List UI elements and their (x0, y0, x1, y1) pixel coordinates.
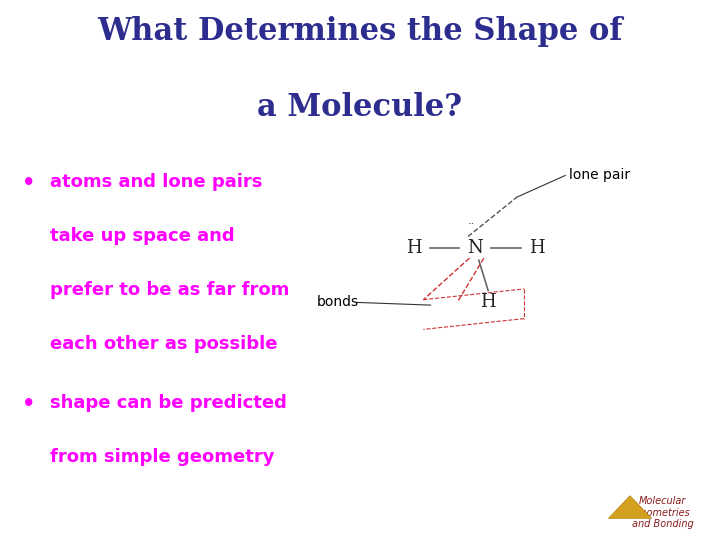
Text: H: H (480, 293, 496, 312)
Text: a Molecule?: a Molecule? (258, 92, 462, 123)
Text: atoms and lone pairs: atoms and lone pairs (50, 173, 263, 191)
Text: lone pair: lone pair (569, 168, 630, 183)
Text: each other as possible: each other as possible (50, 335, 278, 353)
Text: •: • (22, 173, 35, 193)
Text: What Determines the Shape of: What Determines the Shape of (97, 16, 623, 47)
Text: and Bonding: and Bonding (631, 519, 693, 530)
Text: N: N (467, 239, 483, 258)
Text: Molecular: Molecular (639, 496, 686, 506)
Text: H: H (406, 239, 422, 258)
Text: •: • (22, 394, 35, 414)
Text: prefer to be as far from: prefer to be as far from (50, 281, 289, 299)
Text: H: H (528, 239, 544, 258)
Polygon shape (608, 496, 652, 518)
Text: take up space and: take up space and (50, 227, 235, 245)
Text: ··: ·· (468, 219, 475, 229)
Text: bonds: bonds (317, 295, 359, 309)
Text: from simple geometry: from simple geometry (50, 448, 275, 466)
Text: Geometries: Geometries (634, 508, 690, 518)
Text: shape can be predicted: shape can be predicted (50, 394, 287, 412)
